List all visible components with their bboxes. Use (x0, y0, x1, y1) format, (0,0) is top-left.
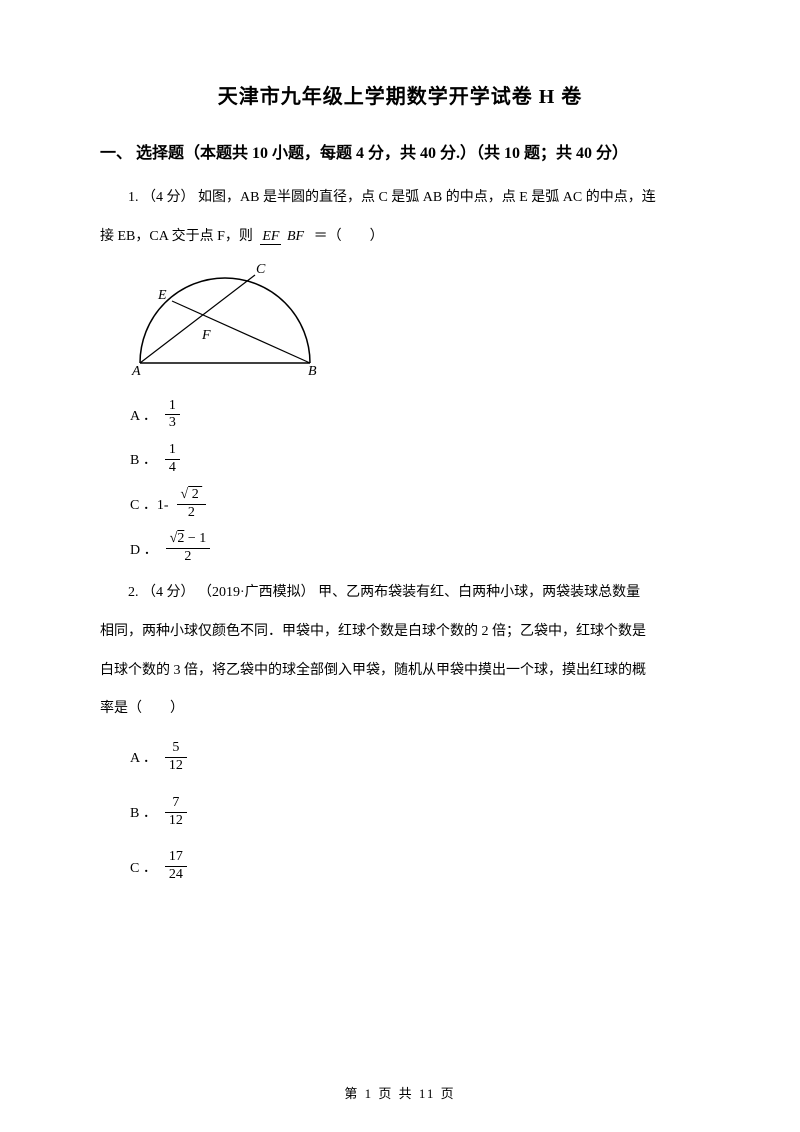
q2-option-b: B ． 7 12 (130, 795, 700, 830)
q2-stem-line4: 率是（ ） (100, 694, 700, 725)
q1-optD-den: 2 (166, 549, 211, 566)
q1-option-a: A ． 1 3 (130, 398, 700, 433)
q2-option-a: A ． 5 12 (130, 740, 700, 775)
q1-optB-label: B ． (130, 449, 157, 469)
q1-optD-num: √2 − 1 (166, 531, 211, 549)
q2-optC-den: 24 (165, 867, 187, 884)
q1-optC-label: C ．1- (130, 494, 169, 514)
page-title: 天津市九年级上学期数学开学试卷 H 卷 (100, 80, 700, 109)
line-eb (172, 301, 310, 363)
label-a: A (131, 364, 141, 378)
q2-optC-frac: 17 24 (165, 849, 187, 884)
q1-stem-line2: 接 EB，CA 交于点 F，则 EF BF ＝（ ） (100, 222, 700, 253)
q1-inline-fraction: EF BF (260, 229, 306, 244)
q2-optA-num: 5 (165, 740, 187, 758)
q1-optB-num: 1 (165, 442, 180, 460)
q2-option-c: C ． 17 24 (130, 849, 700, 884)
q2-optC-num: 17 (165, 849, 187, 867)
q1-option-c: C ．1- √ 2 2 (130, 487, 700, 522)
label-c: C (256, 263, 266, 277)
q1-optD-frac: √2 − 1 2 (166, 531, 211, 566)
q2-optA-label: A ． (130, 747, 157, 767)
q1-option-b: B ． 1 4 (130, 442, 700, 477)
q1-optA-label: A ． (130, 405, 157, 425)
q2-optA-den: 12 (165, 758, 187, 775)
q1-optB-den: 4 (165, 460, 180, 477)
label-b: B (308, 364, 317, 378)
q1-option-d: D ． √2 − 1 2 (130, 531, 700, 566)
q2-stem-line2: 相同，两种小球仅颜色不同．甲袋中，红球个数是白球个数的 2 倍；乙袋中，红球个数… (100, 617, 700, 648)
q1-optC-den: 2 (177, 505, 207, 522)
q2-stem-line3: 白球个数的 3 倍，将乙袋中的球全部倒入甲袋，随机从甲袋中摸出一个球，摸出红球的… (100, 656, 700, 687)
q1-optA-den: 3 (165, 415, 180, 432)
page-footer: 第 1 页 共 11 页 (0, 1083, 800, 1102)
label-f: F (201, 328, 211, 343)
q2-optC-label: C ． (130, 857, 157, 877)
q2-optA-frac: 5 12 (165, 740, 187, 775)
q1-diagram: A B C E F (130, 263, 700, 383)
q1-optD-label: D ． (130, 539, 158, 559)
q1-frac-den: BF (285, 229, 306, 244)
q1-optB-frac: 1 4 (165, 442, 180, 477)
q2-optB-label: B ． (130, 802, 157, 822)
q2-optB-den: 12 (165, 813, 187, 830)
q2-stem-line1: 2. （4 分） （2019·广西模拟） 甲、乙两布袋装有红、白两种小球，两袋装… (100, 578, 700, 609)
q2-optB-num: 7 (165, 795, 187, 813)
q1-stem-part-c: ＝（ ） (314, 229, 384, 244)
q1-frac-num: EF (260, 229, 281, 245)
section-header: 一、 选择题（本题共 10 小题，每题 4 分，共 40 分.）（共 10 题；… (100, 139, 700, 163)
q1-stem-line1: 1. （4 分） 如图，AB 是半圆的直径，点 C 是弧 AB 的中点，点 E … (100, 183, 700, 214)
label-e: E (157, 288, 167, 303)
q2-optB-frac: 7 12 (165, 795, 187, 830)
q1-optC-num: √ 2 (177, 487, 207, 505)
q1-stem-part-b: 接 EB，CA 交于点 F，则 (100, 229, 256, 244)
q1-optC-frac: √ 2 2 (177, 487, 207, 522)
q1-optA-num: 1 (165, 398, 180, 416)
semicircle-diagram: A B C E F (130, 263, 320, 378)
q1-optA-frac: 1 3 (165, 398, 180, 433)
